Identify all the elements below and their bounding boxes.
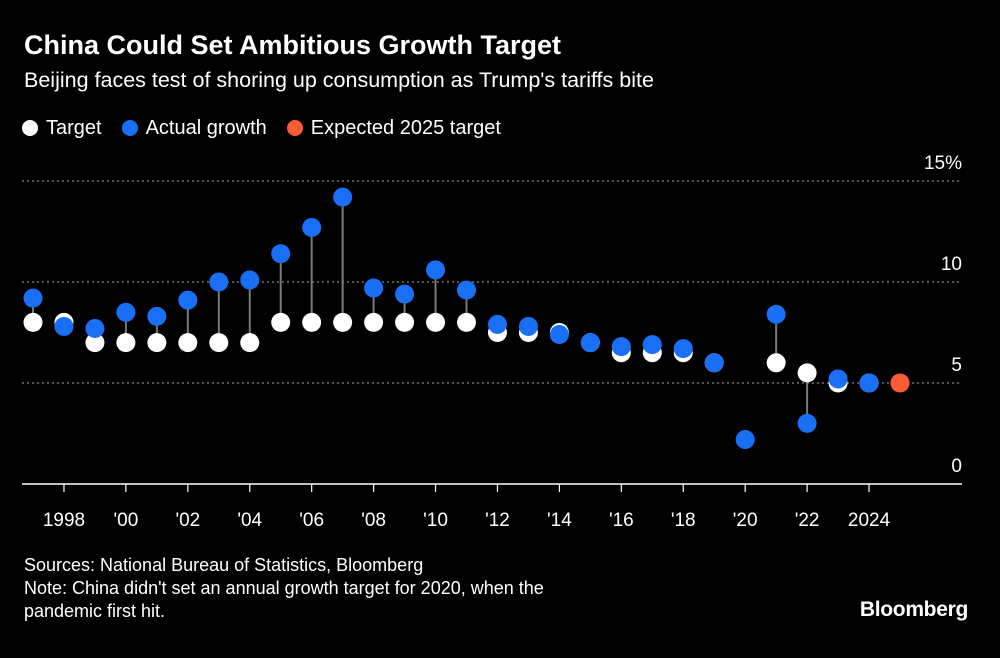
actual-point-2005	[271, 244, 291, 264]
target-point-2004	[240, 333, 260, 353]
x-tick-label-2012: '12	[485, 510, 510, 531]
actual-point-2009	[395, 284, 415, 304]
legend-dot-target	[22, 120, 38, 136]
x-tick-label-2002: '02	[175, 510, 200, 531]
actual-point-2016	[611, 337, 631, 357]
actual-point-2008	[364, 278, 384, 298]
target-point-2000	[116, 333, 136, 353]
dot-layer	[23, 187, 910, 450]
actual-point-2001	[147, 306, 167, 326]
legend-item-target: Target	[22, 117, 102, 140]
y-tick-label-0: 0	[951, 456, 962, 477]
x-tick-label-2000: '00	[114, 510, 139, 531]
actual-point-1997	[23, 288, 43, 308]
actual-point-2010	[426, 260, 446, 280]
target-point-2005	[271, 312, 291, 332]
target-point-2009	[395, 312, 415, 332]
actual-point-2012	[487, 314, 507, 334]
target-point-2007	[333, 312, 353, 332]
legend: Target Actual growth Expected 2025 targe…	[22, 114, 521, 142]
actual-point-2006	[302, 217, 322, 237]
actual-point-2024	[859, 373, 879, 393]
x-tick-label-2024: 2024	[848, 510, 891, 531]
target-point-2003	[209, 333, 229, 353]
actual-point-2007	[333, 187, 353, 207]
target-point-2006	[302, 312, 322, 332]
expected-point-2025	[890, 373, 910, 393]
target-point-2022	[797, 363, 817, 383]
note-text-line1: Note: China didn't set an annual growth …	[24, 578, 544, 598]
target-point-1997	[23, 312, 43, 332]
legend-label-actual-growth: Actual growth	[145, 116, 267, 139]
actual-point-1999	[85, 318, 105, 338]
legend-dot-expected-target	[286, 120, 303, 136]
x-tick-label-2004: '04	[237, 510, 262, 531]
x-tick-label-2010: '10	[423, 510, 448, 531]
legend-item-actual-growth: Actual growth	[121, 116, 267, 140]
actual-point-2017	[642, 335, 662, 355]
chart-title: China Could Set Ambitious Growth Target	[24, 30, 561, 60]
x-tick-label-2006: '06	[299, 510, 324, 531]
axis-layer: 15% 10 5 0 1998 '00 '02 '04 '06 '08 '10 '12 '14 '16 '1…	[22, 153, 962, 531]
target-point-2021	[766, 353, 786, 373]
actual-point-2003	[209, 272, 229, 292]
actual-point-2020	[735, 430, 755, 450]
target-point-1999	[85, 333, 105, 353]
target-point-2002	[178, 333, 198, 353]
actual-point-2015	[580, 333, 600, 353]
actual-point-2021	[766, 304, 786, 324]
sources-text: Sources: National Bureau of Statistics, …	[24, 555, 424, 575]
actual-point-2013	[518, 316, 538, 336]
target-point-2001	[147, 333, 167, 353]
bloomberg-logo: Bloomberg	[859, 598, 968, 621]
legend-label-expected-target: Expected 2025 target	[310, 116, 501, 139]
y-tick-label-15: 15%	[924, 153, 962, 174]
note-text-line2: pandemic first hit.	[24, 601, 166, 621]
actual-point-2002	[178, 290, 198, 310]
chart-subtitle: Beijing faces test of shoring up consump…	[24, 68, 654, 92]
actual-point-1998	[54, 316, 74, 336]
actual-point-2004	[240, 270, 260, 290]
y-tick-label-5: 5	[951, 355, 962, 376]
actual-point-2019	[704, 353, 724, 373]
target-point-2010	[426, 312, 446, 332]
x-tick-label-2022: '22	[795, 510, 820, 531]
x-tick-label-2018: '18	[671, 510, 696, 531]
actual-point-2018	[673, 339, 693, 359]
actual-point-2000	[116, 302, 136, 322]
target-point-2008	[364, 312, 384, 332]
x-tick-label-1998: 1998	[43, 510, 85, 531]
legend-item-expected-target: Expected 2025 target	[286, 116, 501, 140]
x-tick-label-2020: '20	[733, 510, 758, 531]
x-tick-label-2016: '16	[609, 510, 634, 531]
footer: Sources: National Bureau of Statistics, …	[24, 554, 544, 623]
legend-dot-actual-growth	[121, 120, 138, 136]
target-point-2011	[457, 312, 476, 332]
x-tick-label-2014: '14	[547, 510, 572, 531]
actual-point-2023	[828, 369, 848, 389]
actual-point-2014	[549, 325, 569, 345]
grid-layer	[22, 180, 962, 384]
x-tick-label-2008: '08	[361, 510, 386, 531]
y-tick-label-10: 10	[941, 254, 962, 275]
legend-label-target: Target	[46, 116, 102, 139]
actual-point-2022	[797, 413, 817, 433]
actual-point-2011	[457, 280, 476, 300]
